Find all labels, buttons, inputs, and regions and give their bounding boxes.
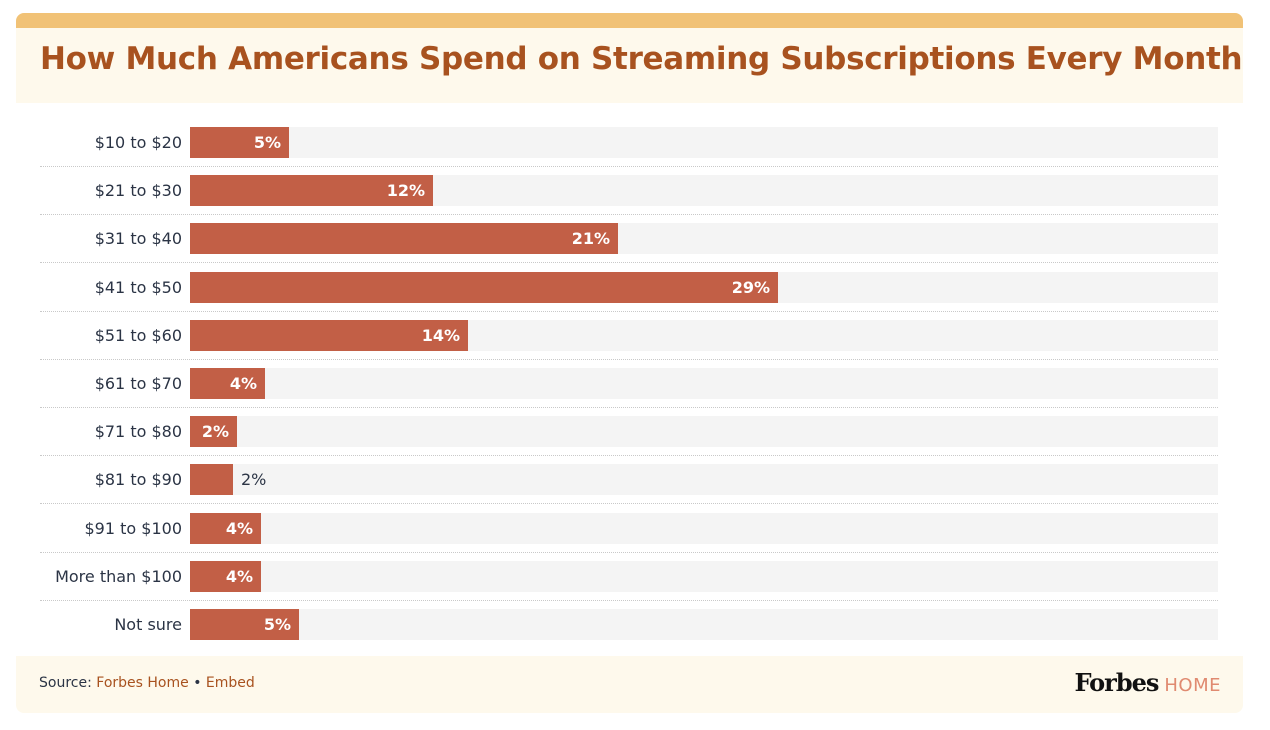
bar-track bbox=[190, 416, 1218, 448]
category-label: $31 to $40 bbox=[94, 229, 182, 249]
source-link[interactable]: Forbes Home bbox=[96, 675, 189, 691]
chart-title: How Much Americans Spend on Streaming Su… bbox=[40, 41, 1243, 77]
category-label: $41 to $50 bbox=[94, 277, 182, 297]
source-line: Source: Forbes Home • Embed bbox=[39, 675, 255, 691]
category-label: $81 to $90 bbox=[94, 470, 182, 490]
row-divider bbox=[40, 166, 1218, 167]
bar[interactable] bbox=[190, 416, 237, 448]
bar-track bbox=[190, 368, 1218, 399]
value-label: 14% bbox=[421, 325, 460, 345]
row-divider bbox=[40, 407, 1218, 408]
value-label: 29% bbox=[731, 277, 770, 297]
value-label: 2% bbox=[241, 470, 267, 490]
value-label: 2% bbox=[201, 422, 229, 442]
row-divider bbox=[40, 214, 1218, 216]
bar[interactable] bbox=[190, 560, 261, 592]
header-accent-band bbox=[16, 13, 1243, 28]
row-divider bbox=[40, 599, 1218, 601]
bar[interactable] bbox=[190, 271, 778, 303]
value-label: 4% bbox=[225, 566, 253, 586]
row-divider bbox=[40, 551, 1218, 553]
bar-track bbox=[190, 464, 1218, 496]
row-divider bbox=[40, 310, 1218, 312]
value-label: 4% bbox=[225, 518, 253, 538]
bar[interactable] bbox=[190, 368, 265, 399]
category-label: Not sure bbox=[114, 615, 182, 634]
value-label: 5% bbox=[253, 133, 281, 152]
category-label: $10 to $20 bbox=[94, 133, 182, 152]
category-label: $21 to $30 bbox=[94, 181, 182, 201]
value-label: 21% bbox=[571, 229, 610, 249]
bar-track bbox=[190, 560, 1218, 592]
bar[interactable] bbox=[190, 175, 433, 207]
bar[interactable] bbox=[190, 319, 468, 351]
row-divider bbox=[40, 262, 1218, 264]
category-label: $51 to $60 bbox=[94, 325, 182, 345]
brand-home: HOME bbox=[1164, 675, 1221, 696]
separator-dot: • bbox=[193, 675, 202, 691]
category-label: $91 to $100 bbox=[84, 518, 183, 538]
bar-track bbox=[190, 512, 1218, 544]
bar[interactable] bbox=[190, 223, 618, 255]
brand-forbes: Forbes bbox=[1074, 668, 1159, 697]
bar[interactable] bbox=[190, 609, 299, 640]
chart-header: How Much Americans Spend on Streaming Su… bbox=[16, 13, 1243, 103]
forbes-home-logo[interactable]: Forbes HOME bbox=[1074, 668, 1221, 697]
category-label: More than $100 bbox=[55, 566, 182, 586]
value-label: 5% bbox=[263, 615, 291, 634]
chart-footer: Source: Forbes Home • Embed Forbes HOME bbox=[16, 656, 1243, 713]
row-divider bbox=[40, 455, 1218, 457]
bar[interactable] bbox=[190, 127, 289, 158]
bar-track bbox=[190, 609, 1218, 640]
bar[interactable] bbox=[190, 464, 233, 496]
embed-link[interactable]: Embed bbox=[205, 675, 255, 691]
category-label: $71 to $80 bbox=[94, 422, 182, 442]
bar[interactable] bbox=[190, 512, 261, 544]
row-divider bbox=[40, 358, 1218, 360]
source-prefix: Source: bbox=[39, 675, 92, 691]
category-label: $61 to $70 bbox=[94, 374, 182, 393]
row-divider bbox=[40, 503, 1218, 505]
bar-track bbox=[190, 127, 1218, 158]
value-label: 12% bbox=[386, 181, 425, 201]
value-label: 4% bbox=[229, 374, 257, 393]
